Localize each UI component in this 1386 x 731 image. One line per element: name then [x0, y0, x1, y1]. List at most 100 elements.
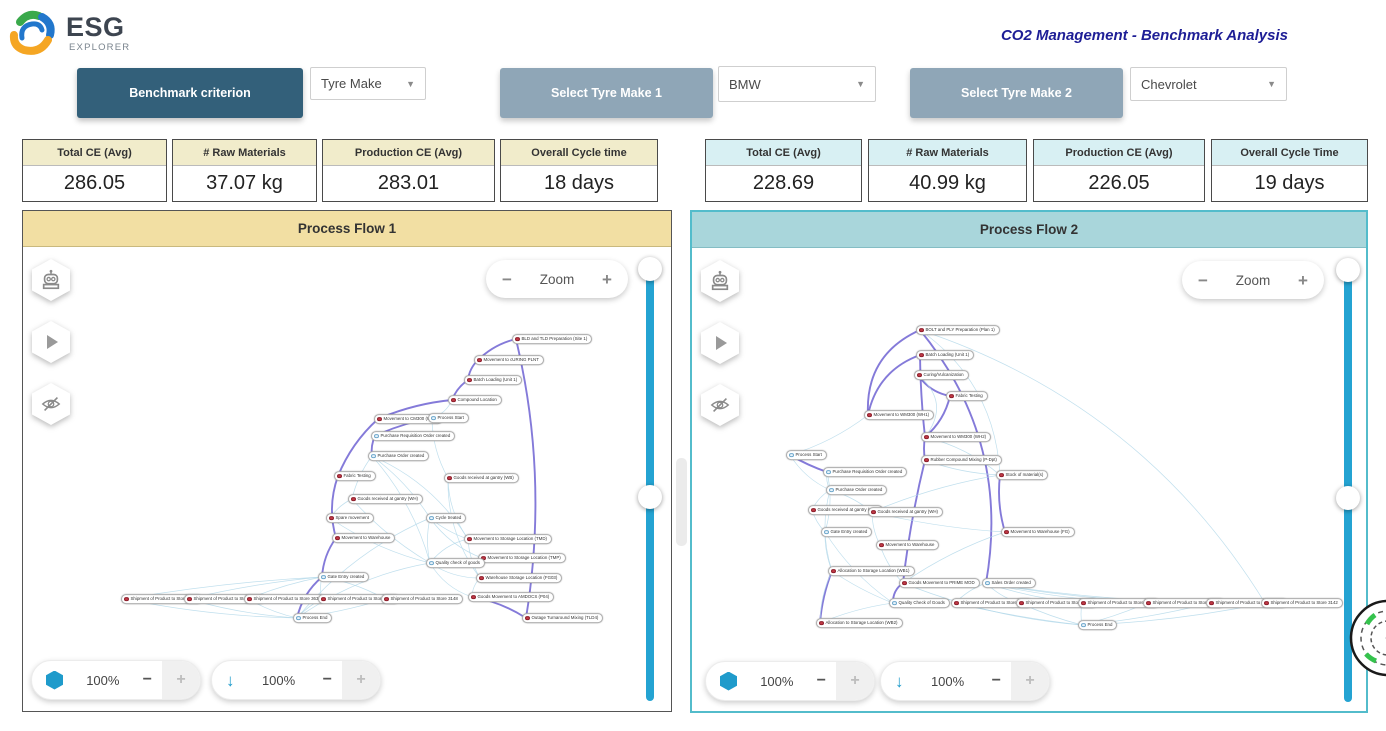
flow-node-label: Outage Turnaround Mixing (TLD4)	[531, 614, 599, 620]
edge-scale-control: ↓ 100% − +	[880, 661, 1050, 701]
flow-node[interactable]: Process Start	[428, 413, 469, 423]
activity-dot-icon	[919, 327, 924, 333]
flow-node[interactable]: Goods received at gantry (WH)	[868, 507, 944, 517]
select-tyre-make-1-button[interactable]: Select Tyre Make 1	[500, 68, 713, 118]
zoom-out-button[interactable]: −	[1198, 270, 1208, 290]
kpi-value: 226.05	[1088, 171, 1150, 194]
flow-node[interactable]: Rubber Compound Mixing (P-Dpt)	[921, 455, 1002, 465]
flow-node[interactable]: Movement to Storage Location (TMD)	[464, 534, 552, 544]
kpi-label: Production CE (Avg)	[323, 140, 494, 166]
tyre-make-2-select[interactable]: Chevrolet ▼	[1130, 67, 1287, 101]
flow-node[interactable]: Batch Loading (Unit 1)	[464, 375, 523, 385]
flow-node[interactable]: Movement to WM300 (WH1)	[864, 410, 935, 420]
flow-node[interactable]: Shipment of Product to Store 3049	[121, 594, 203, 604]
play-button[interactable]	[32, 321, 70, 363]
flow-node[interactable]: Shipment of Product to Store 3096	[1206, 598, 1288, 608]
hide-button[interactable]	[701, 384, 739, 426]
zoom-in-button[interactable]: +	[1298, 270, 1308, 290]
flow-node[interactable]: Movement to Storage Location (TMP)	[478, 553, 566, 563]
flow-node[interactable]: Gate Entry created	[821, 527, 873, 537]
flow-node-label: Stock of material(s)	[1005, 471, 1044, 477]
scale-decrease-button[interactable]: −	[322, 671, 332, 688]
scale-increase-button[interactable]: +	[1011, 662, 1049, 700]
flow-node-label: Gate Entry created	[830, 528, 868, 534]
event-dot-icon	[824, 529, 829, 535]
flow-node[interactable]: Quality check of goods	[426, 558, 485, 568]
flow-node[interactable]: Movement to Warehouse	[332, 533, 396, 543]
flow-node[interactable]: Purchase Order created	[826, 485, 888, 495]
flow-node[interactable]: Fabric Testing	[946, 391, 988, 401]
slider-handle-top[interactable]	[638, 257, 662, 281]
scale-decrease-button[interactable]: −	[142, 671, 152, 688]
activity-dot-icon	[467, 536, 472, 542]
scale-value: 100%	[261, 672, 296, 688]
slider-handle-mid[interactable]	[1336, 486, 1360, 510]
flow-node[interactable]: Batch Loading (Unit 1)	[916, 350, 975, 360]
process-flow-2-diagram: BOLT and PLY Preparation (Plan 1) Batch L…	[692, 248, 1366, 711]
flow-node[interactable]: Process Start	[786, 450, 827, 460]
flow-node[interactable]: Goods received at gantry (WH)	[348, 494, 424, 504]
flow-edge	[917, 374, 937, 438]
criterion-select[interactable]: Tyre Make ▼	[310, 67, 426, 100]
edge-scale-control: ↓ 100% − +	[211, 660, 381, 700]
flow-node[interactable]: Goods Movement to AMDOCS (P04)	[468, 592, 555, 602]
benchmark-criterion-button[interactable]: Benchmark criterion	[77, 68, 303, 118]
scale-value: 100%	[930, 673, 965, 689]
flow-node[interactable]: BLD and TLD Preparation (Site 1)	[512, 334, 593, 344]
flow-node[interactable]: Fabric Testing	[334, 471, 376, 481]
robot-button[interactable]	[32, 259, 70, 301]
slider-handle-top[interactable]	[1336, 258, 1360, 282]
flow-node[interactable]: Gate Entry created	[318, 572, 370, 582]
flow-node[interactable]: Outage Turnaround Mixing (TLD4)	[522, 613, 604, 623]
flow-node[interactable]: Purchase Requisition Order created	[823, 467, 908, 477]
flow-node[interactable]: Purchase Requisition Order created	[371, 431, 456, 441]
zoom-in-button[interactable]: +	[602, 269, 612, 289]
flow-node[interactable]: Allocation to Storage Location (WB2)	[816, 618, 903, 628]
scrollbar-thumb[interactable]	[676, 458, 687, 546]
flow-node[interactable]: BOLT and PLY Preparation (Plan 1)	[916, 325, 1000, 335]
flow-edge	[902, 459, 926, 584]
flow-node[interactable]: Movement to cURING PLNT	[474, 355, 544, 365]
flow-node[interactable]: Sales Order created	[982, 578, 1036, 588]
flow-node[interactable]: Shipment of Product to Store 3630	[244, 594, 326, 604]
zoom-out-button[interactable]: −	[502, 269, 512, 289]
activity-dot-icon	[811, 507, 816, 513]
flow-node[interactable]: Curing/Vulcanization	[914, 370, 969, 380]
scale-increase-button[interactable]: +	[162, 661, 200, 699]
flow-node[interactable]: Process End	[1078, 620, 1118, 630]
flow-node-label: Process End	[1087, 621, 1113, 627]
radar-button[interactable]	[1342, 596, 1386, 685]
robot-button[interactable]	[701, 260, 739, 302]
flow-node[interactable]: Process End	[293, 613, 333, 623]
flow-node[interactable]: Spare movement	[326, 513, 374, 523]
flow-node[interactable]: Cycle treated	[426, 513, 467, 523]
slider-handle-mid[interactable]	[638, 485, 662, 509]
flow-node-label: Goods Movement to AMDOCS (P04)	[477, 593, 550, 599]
flow-node[interactable]: Allocation to Storage Location (WB1)	[828, 566, 915, 576]
tyre-make-1-select[interactable]: BMW ▼	[718, 66, 876, 102]
flow-node[interactable]: Movement to Warehouse (FG)	[1001, 527, 1075, 537]
play-button[interactable]	[701, 322, 739, 364]
page-title: CO2 Management - Benchmark Analysis	[1000, 27, 1288, 44]
flow-node[interactable]: Shipment of Product to Store 3148	[381, 594, 463, 604]
flow-node[interactable]: Stock of material(s)	[996, 470, 1049, 480]
flow-node[interactable]: Quality Check of Goods	[889, 598, 950, 608]
flow-node[interactable]: Warehouse Storage Location (FG03)	[476, 573, 563, 583]
vertical-zoom-slider[interactable]	[1344, 262, 1352, 702]
flow-node[interactable]: Shipment of Product to Store 3142	[1261, 598, 1343, 608]
select-tyre-make-2-button[interactable]: Select Tyre Make 2	[910, 68, 1123, 118]
flow-node[interactable]: Purchase Order created	[368, 451, 430, 461]
flow-node[interactable]: Movement to Warehouse	[876, 540, 940, 550]
flow-node[interactable]: Compound Location	[448, 395, 502, 405]
scale-decrease-button[interactable]: −	[991, 672, 1001, 689]
flow-node[interactable]: Goods received at gantry (WB)	[444, 473, 519, 483]
scale-decrease-button[interactable]: −	[816, 672, 826, 689]
flow-node[interactable]: Movement to WM300 (WH2)	[921, 432, 992, 442]
scale-increase-button[interactable]: +	[342, 661, 380, 699]
scale-increase-button[interactable]: +	[836, 662, 874, 700]
vertical-zoom-slider[interactable]	[646, 261, 654, 701]
flow-node[interactable]: Goods Movement to PRIME MOD	[899, 578, 980, 588]
hide-button[interactable]	[32, 383, 70, 425]
process-flow-2-title: Process Flow 2	[692, 212, 1366, 248]
process-flow-1-panel: Process Flow 1 BLD and TLD Preparation (…	[22, 210, 672, 712]
